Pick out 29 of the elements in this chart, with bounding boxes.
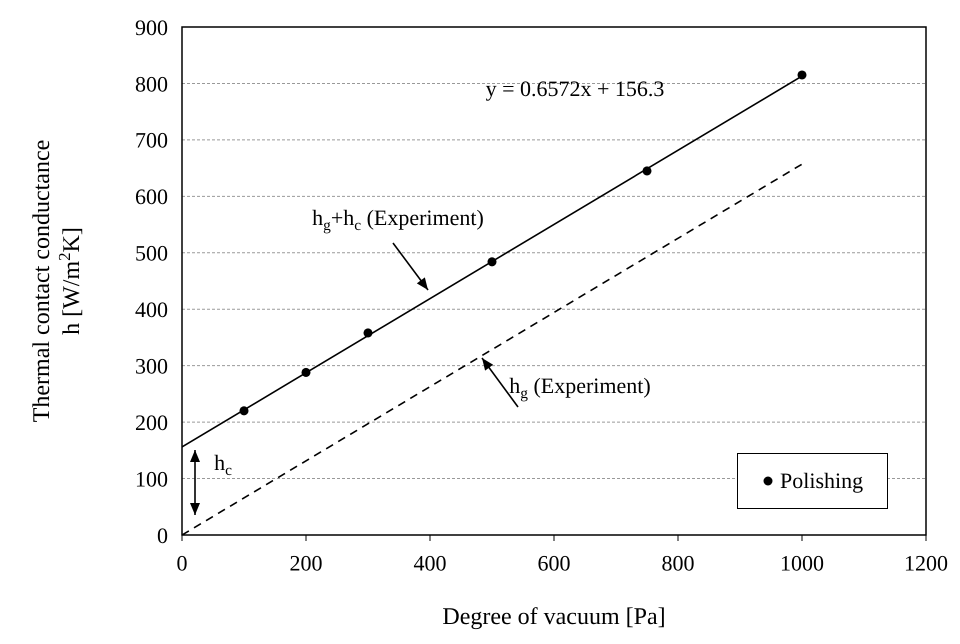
y-tick-label: 500 [135,240,168,266]
legend-label: Polishing [780,468,864,494]
point [487,257,497,266]
x-tick-label: 200 [290,550,322,576]
x-axis-title: Degree of vacuum [Pa] [442,604,666,630]
annotation: y = 0.6572x + 156.3 [486,76,664,100]
y-tick-label: 100 [135,466,168,492]
y-tick-label: 400 [135,297,168,322]
point [363,328,373,338]
point [239,406,249,416]
x-tick-label: 800 [662,550,694,576]
x-tick-label: 400 [414,550,446,576]
y-tick-label: 300 [135,353,168,378]
x-tick-label: 0 [176,550,188,576]
point [797,70,807,80]
y-tick-label: 0 [157,522,168,548]
y-tick-label: 600 [135,184,168,210]
x-tick-label: 1200 [904,550,948,576]
y-tick-label: 800 [135,71,168,96]
x-tick-label: 600 [538,550,570,576]
annotation: h$_{c}$ [214,450,232,479]
annotation: h$_{g}$ (Experiment) [509,372,651,402]
annotation: h$_{g}$+h$_{c}$ (Experiment) [312,204,484,234]
y-tick-label: 200 [135,410,168,435]
y-tick-label: 700 [135,128,168,153]
point [642,166,652,176]
y-tick-label: 900 [135,14,168,40]
x-tick-label: 1000 [780,550,824,576]
point [301,368,311,377]
